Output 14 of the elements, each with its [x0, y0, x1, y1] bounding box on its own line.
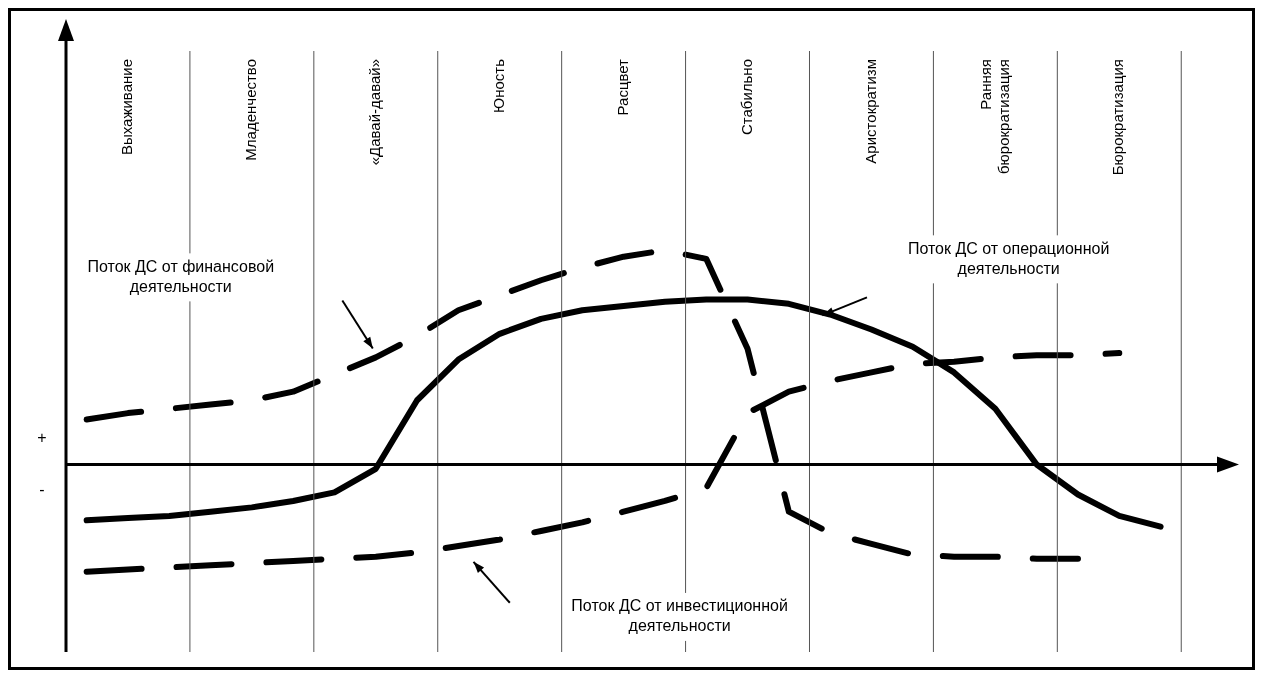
x-tick-label: Аристократизм: [861, 59, 879, 164]
x-tick-label: Младенчество: [242, 59, 260, 161]
x-tick-label: Бюрократизация: [1109, 59, 1127, 176]
x-tick-label: «Давай-давай»: [365, 59, 383, 166]
x-tick-label: Выхаживание: [118, 59, 136, 156]
x-tick-label: Расцвет: [613, 58, 631, 116]
x-tick-label: Юность: [489, 58, 507, 113]
x-tick-label: Ранняя бюрократизация: [976, 59, 1012, 175]
text: +: [37, 428, 47, 446]
annotation: Поток ДС от операционной деятельности: [907, 239, 1110, 277]
text: -: [39, 480, 45, 498]
annotation: Поток ДС от финансовой деятельности: [87, 257, 275, 295]
text: Поток ДС от инвестиционной деятельности: [571, 597, 788, 635]
x-tick-label: Стабильно: [737, 59, 755, 136]
